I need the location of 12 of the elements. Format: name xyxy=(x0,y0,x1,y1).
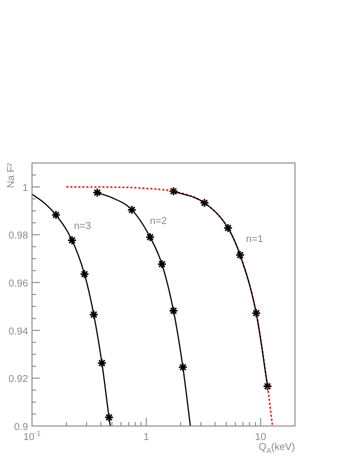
y-tick-label: 0.98 xyxy=(8,230,28,242)
x-tick-label: 10 xyxy=(255,432,267,443)
y-tick-label: 0.94 xyxy=(8,326,28,338)
y-tick-label: 0.92 xyxy=(8,374,28,386)
x-tick-label: 1 xyxy=(144,432,150,443)
series-label: n=2 xyxy=(150,216,168,227)
series-label: n=3 xyxy=(74,220,92,232)
y-axis-title: Na F² xyxy=(6,162,17,188)
series-label: n=1 xyxy=(246,234,264,246)
y-tick-label: 1 xyxy=(22,182,28,194)
y-tick-label: 0.96 xyxy=(8,278,28,290)
y-tick-label: 0.9 xyxy=(14,422,28,433)
